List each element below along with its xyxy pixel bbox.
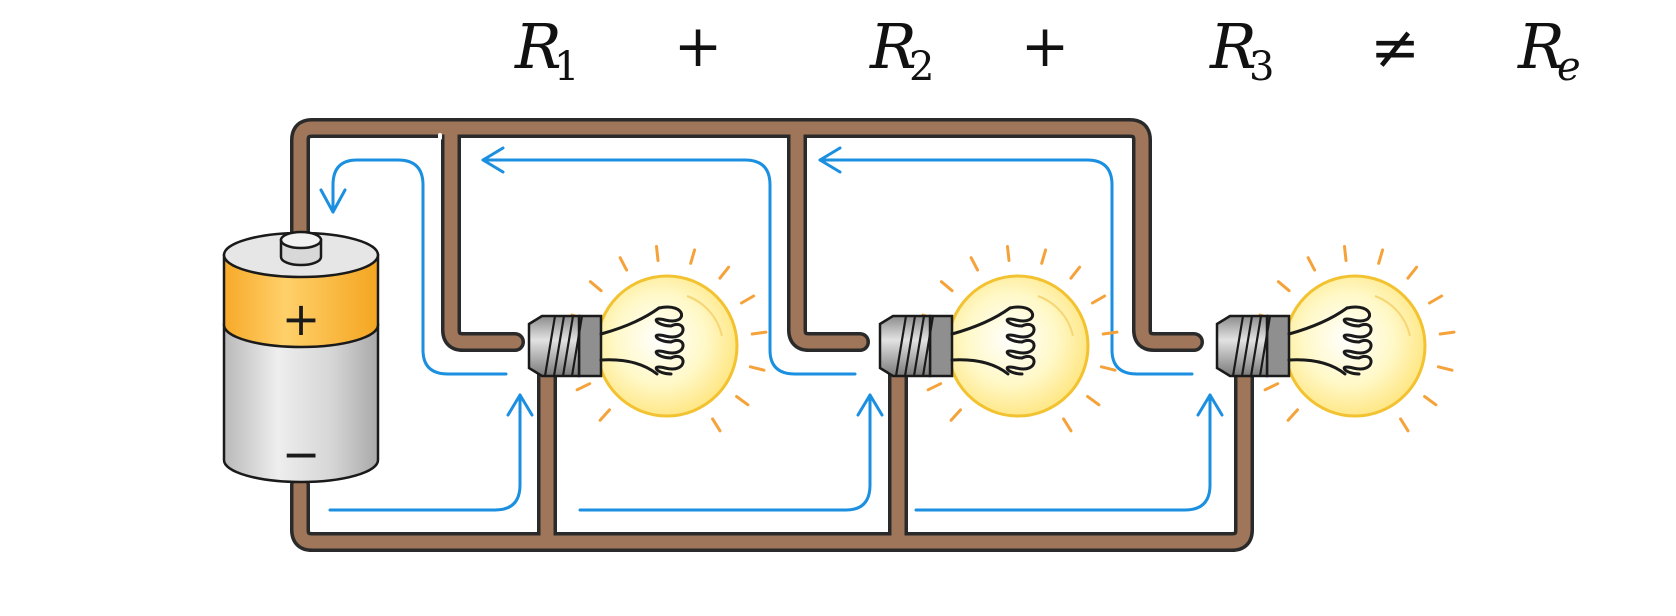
bulb-glass [948, 276, 1088, 416]
bulb-collar [1267, 316, 1289, 376]
r1-subscript: 1 [554, 44, 579, 90]
battery-positive-label: + [282, 292, 321, 346]
r2-subscript: 2 [909, 44, 934, 90]
term-r1: R 1 [514, 10, 579, 90]
battery: + − [224, 232, 378, 482]
battery-terminal-top [281, 232, 321, 248]
term-re: R e [1517, 10, 1581, 90]
bulb-1 [529, 247, 766, 431]
bulb-collar [579, 316, 601, 376]
current-arrow-bottom-2 [580, 395, 870, 510]
battery-negative-label: − [282, 427, 321, 481]
bulb-glass [597, 276, 737, 416]
bulb-glass [1285, 276, 1425, 416]
term-r2: R 2 [869, 10, 934, 90]
bulb-2 [880, 247, 1117, 431]
r3-subscript: 3 [1249, 44, 1274, 90]
equation: R 1 + R 2 + R 3 ≠ R e [514, 10, 1581, 90]
plus-operator-2: + [1021, 12, 1070, 80]
plus-operator-1: + [674, 12, 723, 80]
bulbs [529, 247, 1454, 431]
term-r3: R 3 [1209, 10, 1274, 90]
re-subscript: e [1557, 44, 1581, 90]
bulb-collar [930, 316, 952, 376]
not-equal-operator: ≠ [1370, 13, 1420, 83]
